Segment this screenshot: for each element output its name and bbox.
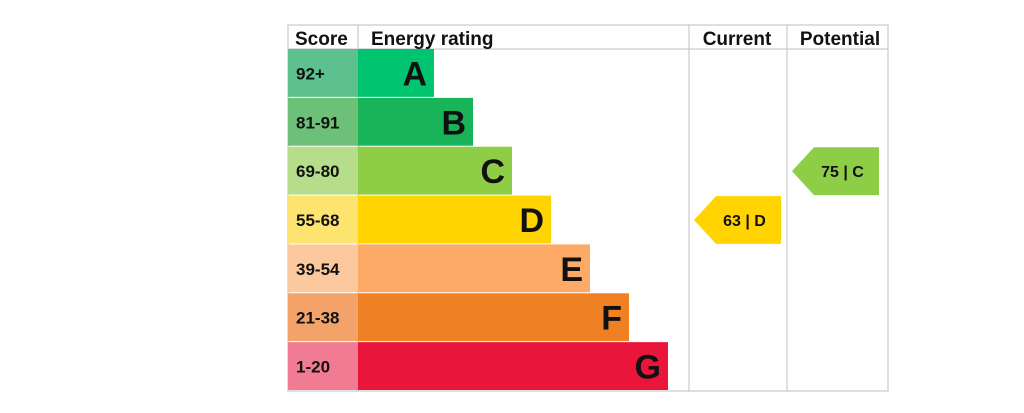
rating-bar xyxy=(358,146,512,195)
score-cell xyxy=(288,49,358,97)
score-label: 39-54 xyxy=(296,260,340,279)
score-cell xyxy=(288,342,358,390)
score-cell xyxy=(288,97,358,146)
score-cell xyxy=(288,244,358,293)
rating-bands: 92+ A 81-91 B 69-80 C 55-68 D 39-54 E 21-38 F 1-20 G xyxy=(288,49,668,390)
score-cell xyxy=(288,293,358,342)
score-label: 92+ xyxy=(296,64,325,83)
band-f: 21-38 F xyxy=(288,293,629,342)
potential-rating-arrow xyxy=(792,147,879,196)
rating-letter: B xyxy=(441,104,466,142)
rating-letter: E xyxy=(560,251,583,289)
rating-bar xyxy=(358,195,551,244)
score-cell xyxy=(288,195,358,244)
potential-rating: 75 | C xyxy=(792,147,879,196)
score-label: 81-91 xyxy=(296,113,339,132)
score-label: 69-80 xyxy=(296,162,339,181)
band-c: 69-80 C xyxy=(288,146,512,195)
band-a: 92+ A xyxy=(288,49,434,97)
band-b: 81-91 B xyxy=(288,97,473,146)
rating-bar xyxy=(358,49,434,97)
rating-bar xyxy=(358,293,629,342)
header-potential: Potential xyxy=(800,29,880,50)
rating-letter: G xyxy=(635,349,661,387)
current-rating-arrow xyxy=(694,196,781,244)
score-label: 55-68 xyxy=(296,211,339,230)
band-g: 1-20 G xyxy=(288,342,668,390)
rating-letter: A xyxy=(402,55,427,93)
rating-bar xyxy=(358,97,473,146)
header-energy-rating: Energy rating xyxy=(371,29,493,50)
rating-letter: F xyxy=(601,300,622,338)
score-cell xyxy=(288,146,358,195)
header-score: Score xyxy=(295,29,348,50)
header-current: Current xyxy=(703,29,772,50)
rating-bar xyxy=(358,342,668,390)
score-label: 1-20 xyxy=(296,358,330,377)
rating-indicators: 63 | D 75 | C xyxy=(694,147,879,244)
rating-letter: C xyxy=(480,153,505,191)
current-rating-label: 63 | D xyxy=(723,213,766,230)
current-rating: 63 | D xyxy=(694,196,781,244)
chart-headers: Score Energy rating Current Potential xyxy=(295,29,880,50)
band-d: 55-68 D xyxy=(288,195,551,244)
potential-rating-label: 75 | C xyxy=(821,164,864,181)
band-e: 39-54 E xyxy=(288,244,590,293)
rating-letter: D xyxy=(519,202,544,240)
score-label: 21-38 xyxy=(296,309,339,328)
rating-bar xyxy=(358,244,590,293)
